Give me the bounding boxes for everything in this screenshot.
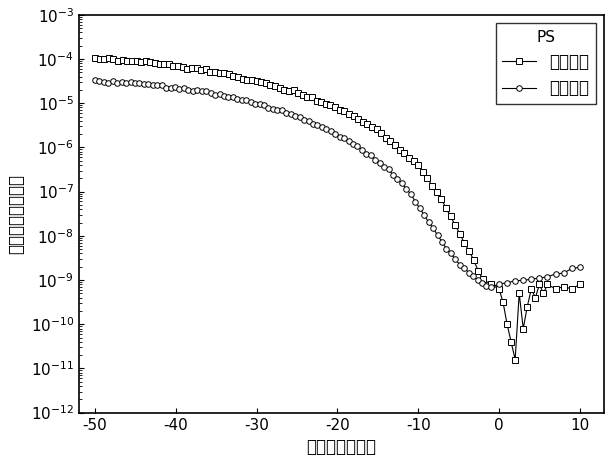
Line: 初始状态: 初始状态 bbox=[92, 55, 583, 363]
初始状态 bbox=[511, 357, 519, 363]
Legend: 初始状态, 编程状态: 初始状态, 编程状态 bbox=[496, 23, 596, 104]
Line: 编程状态: 编程状态 bbox=[92, 77, 583, 290]
初始状态 bbox=[576, 282, 584, 287]
Y-axis label: 源漏电流（安培）: 源漏电流（安培） bbox=[7, 174, 25, 254]
编程状态 bbox=[91, 77, 98, 82]
编程状态 bbox=[202, 89, 210, 94]
初始状态 bbox=[91, 55, 98, 61]
编程状态 bbox=[122, 80, 130, 86]
初始状态 bbox=[528, 286, 535, 292]
初始状态 bbox=[536, 282, 543, 287]
编程状态 bbox=[425, 219, 433, 225]
编程状态 bbox=[403, 187, 410, 192]
初始状态 bbox=[516, 290, 523, 296]
初始状态 bbox=[221, 70, 228, 76]
初始状态 bbox=[524, 304, 531, 309]
编程状态 bbox=[487, 285, 494, 290]
编程状态 bbox=[576, 264, 584, 270]
编程状态 bbox=[358, 147, 365, 152]
编程状态 bbox=[296, 114, 303, 120]
初始状态 bbox=[364, 121, 371, 127]
X-axis label: 栋电压（伏特）: 栋电压（伏特） bbox=[307, 438, 376, 456]
